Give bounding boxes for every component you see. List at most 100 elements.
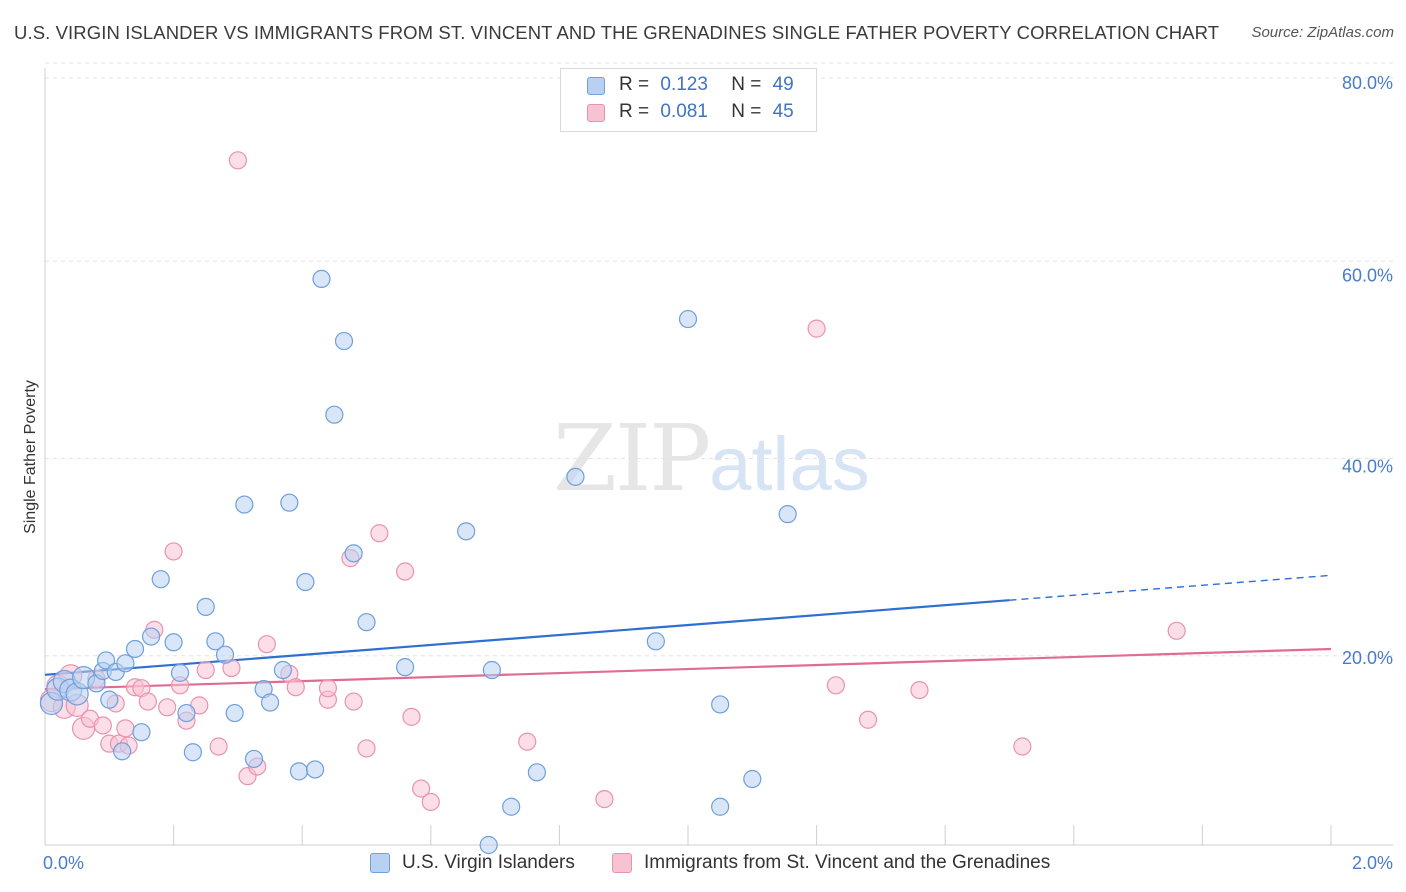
point-virgin-islanders-51 (778, 505, 797, 524)
chart-title: U.S. VIRGIN ISLANDER VS IMMIGRANTS FROM … (14, 22, 1220, 43)
point-virgin-islanders-11 (113, 742, 132, 761)
point-virgin-islanders-12 (116, 654, 135, 673)
bottom-legend-swatch-blue (370, 853, 390, 873)
point-virgin-islanders-22 (206, 632, 225, 651)
legend-n-value: 49 (772, 74, 794, 95)
point-virgin-islanders-13 (125, 639, 145, 659)
point-st-vincent-42 (518, 732, 537, 751)
point-st-vincent-44 (807, 319, 826, 338)
point-virgin-islanders-40 (457, 522, 476, 541)
point-virgin-islanders-31 (289, 762, 309, 781)
point-st-vincent-46 (858, 710, 878, 729)
point-virgin-islanders-44 (527, 763, 546, 782)
point-st-vincent-35 (344, 692, 363, 711)
source-credit: Source: ZipAtlas.com (1251, 24, 1394, 41)
point-virgin-islanders-7 (100, 690, 119, 709)
point-virgin-islanders-45 (566, 467, 585, 486)
point-st-vincent-29 (257, 635, 276, 654)
point-virgin-islanders-34 (312, 269, 331, 288)
point-st-vincent-41 (421, 792, 440, 812)
legend-swatch-blue (587, 77, 605, 95)
point-st-vincent-40 (412, 779, 431, 798)
point-virgin-islanders-24 (225, 703, 244, 723)
point-st-vincent-26 (228, 151, 247, 170)
point-virgin-islanders-14 (132, 723, 151, 742)
point-virgin-islanders-37 (344, 544, 363, 563)
point-st-vincent-31 (286, 678, 305, 697)
y-tick-label-40: 40.0% (1342, 457, 1393, 477)
point-st-vincent-37 (370, 524, 389, 543)
point-virgin-islanders-50 (743, 769, 762, 789)
y-tick-label-60: 60.0% (1342, 265, 1393, 285)
point-st-vincent-45 (826, 676, 845, 695)
point-st-vincent-43 (595, 789, 614, 809)
watermark-atlas: atlas (709, 422, 870, 507)
point-virgin-islanders-29 (273, 660, 293, 680)
legend-r-label: R = (619, 74, 650, 95)
point-virgin-islanders-38 (357, 613, 376, 632)
watermark: ZIPatlas (553, 405, 870, 512)
point-virgin-islanders-42 (482, 660, 501, 680)
point-virgin-islanders-41 (479, 835, 498, 855)
point-virgin-islanders-20 (183, 743, 202, 762)
point-st-vincent-49 (1167, 621, 1186, 640)
legend-r-label: R = (619, 101, 650, 122)
point-virgin-islanders-30 (280, 493, 299, 512)
trend-line-virgin-islanders-extension (1009, 574, 1332, 601)
point-virgin-islanders-36 (334, 331, 354, 351)
point-st-vincent-8 (93, 716, 112, 735)
bottom-legend-label-series1: U.S. Virgin Islanders (402, 852, 575, 873)
point-st-vincent-12 (116, 719, 135, 738)
legend-n-label: N = (731, 74, 762, 95)
legend: R = 0.123 N = 49 R = 0.081 N = 45 (560, 68, 817, 132)
legend-n-value: 45 (772, 101, 794, 122)
data-points (39, 151, 1186, 855)
point-virgin-islanders-33 (305, 760, 325, 779)
point-virgin-islanders-16 (151, 570, 170, 589)
point-virgin-islanders-28 (260, 693, 280, 712)
bottom-legend-item-series1: U.S. Virgin Islanders (370, 852, 575, 874)
y-tick-label-20: 20.0% (1342, 648, 1393, 668)
point-virgin-islanders-39 (395, 658, 415, 677)
x-tick-label-end: 2.0% (1352, 853, 1393, 873)
bottom-legend-item-series2: Immigrants from St. Vincent and the Gren… (612, 852, 1050, 874)
point-st-vincent-48 (1013, 737, 1032, 756)
point-virgin-islanders-47 (678, 309, 698, 329)
point-virgin-islanders-32 (296, 572, 315, 592)
y-tick-label-80: 80.0% (1342, 73, 1393, 93)
axes (44, 68, 1393, 846)
point-virgin-islanders-35 (325, 405, 344, 424)
x-tick-label-start: 0.0% (43, 853, 84, 873)
legend-r-value: 0.123 (660, 74, 708, 95)
point-st-vincent-24 (209, 737, 228, 756)
grid-lines (45, 62, 1393, 657)
point-virgin-islanders-21 (196, 597, 215, 616)
point-st-vincent-19 (164, 542, 183, 561)
point-virgin-islanders-49 (711, 695, 730, 714)
bottom-legend-swatch-pink (612, 853, 632, 873)
point-virgin-islanders-43 (502, 797, 521, 816)
point-virgin-islanders-19 (177, 703, 196, 723)
point-virgin-islanders-17 (164, 633, 183, 652)
point-virgin-islanders-48 (711, 797, 730, 816)
point-st-vincent-36 (357, 739, 376, 758)
point-virgin-islanders-18 (170, 663, 190, 682)
point-st-vincent-18 (158, 698, 177, 717)
point-st-vincent-16 (138, 692, 157, 711)
point-virgin-islanders-23 (215, 645, 235, 664)
legend-r-value: 0.081 (660, 101, 708, 122)
point-st-vincent-23 (196, 660, 215, 680)
point-virgin-islanders-26 (244, 749, 264, 769)
legend-text-series2: R = 0.081 N = 45 (619, 101, 794, 123)
tick-labels: 20.0% 40.0% 60.0% 80.0% 0.0% 2.0% (43, 73, 1393, 873)
legend-swatch-pink (587, 104, 605, 122)
legend-n-label: N = (731, 101, 762, 122)
point-st-vincent-33 (318, 679, 338, 698)
point-virgin-islanders-15 (141, 627, 161, 646)
point-virgin-islanders-46 (646, 632, 665, 651)
point-st-vincent-39 (402, 707, 421, 726)
point-st-vincent-38 (395, 562, 415, 581)
point-st-vincent-47 (910, 680, 929, 700)
bottom-legend-label-series2: Immigrants from St. Vincent and the Gren… (644, 852, 1051, 873)
